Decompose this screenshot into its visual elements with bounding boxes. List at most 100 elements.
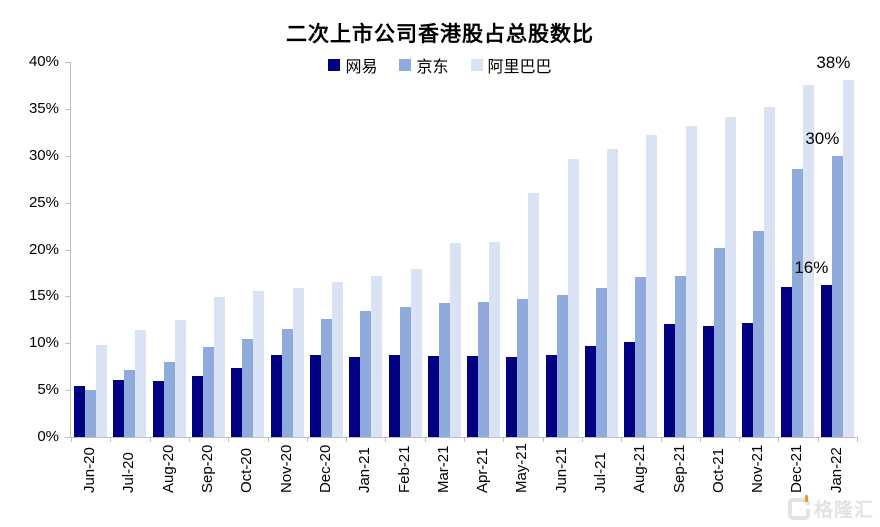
bar-group-Dec-21 — [778, 62, 817, 437]
x-axis-tick — [699, 437, 701, 442]
bar-网易-Jan-21 — [349, 357, 361, 437]
bar-京东-May-21 — [517, 299, 529, 437]
x-label-cell: Jul-21 — [581, 443, 620, 493]
x-axis-tick — [149, 437, 151, 442]
y-axis-label: 40% — [28, 53, 59, 70]
bar-group-Jul-20 — [110, 62, 149, 437]
x-label-cell: Mar-21 — [424, 443, 463, 494]
x-axis-label: Jul-21 — [592, 452, 609, 494]
bar-京东-Aug-21 — [635, 276, 647, 437]
legend-swatch-netease — [328, 59, 341, 71]
x-axis-label: Nov-20 — [277, 444, 295, 494]
data-label-阿里巴巴: 38% — [816, 52, 851, 72]
y-axis-label: 35% — [28, 99, 59, 117]
logo-accent — [804, 494, 808, 502]
watermark-text: 格隆汇 — [813, 500, 874, 521]
x-axis-label: Aug-20 — [159, 444, 177, 494]
x-label-cell: Oct-21 — [699, 443, 738, 493]
y-axis-tick — [65, 155, 71, 157]
data-label-京东: 30% — [805, 128, 840, 148]
x-axis-tick — [110, 437, 112, 442]
bar-group-Oct-21 — [700, 62, 739, 437]
y-axis-tick — [65, 108, 71, 110]
legend-label-jd: 京东 — [416, 59, 449, 76]
bar-阿里巴巴-Nov-20 — [292, 287, 304, 437]
x-label-cell: Feb-21 — [384, 443, 423, 494]
bar-京东-Mar-21 — [438, 302, 450, 437]
x-axis-label: Nov-21 — [749, 444, 767, 494]
x-axis-tick — [346, 437, 348, 442]
x-axis-label: Jun-21 — [552, 447, 570, 494]
y-axis-label: 30% — [28, 146, 59, 164]
bars-container — [71, 62, 857, 437]
x-axis-tick — [542, 437, 544, 442]
bar-group-Sep-20 — [189, 62, 228, 437]
bar-阿里巴巴-Jan-22 — [842, 79, 854, 437]
x-axis-tick — [778, 437, 780, 442]
bar-阿里巴巴-Oct-20 — [253, 290, 265, 437]
bar-网易-Jun-21 — [545, 355, 557, 437]
bar-group-Oct-20 — [228, 62, 267, 437]
bar-京东-Sep-20 — [203, 347, 215, 437]
x-axis-label: Jun-20 — [81, 447, 99, 494]
bar-阿里巴巴-Jul-20 — [135, 330, 147, 437]
y-axis-label: 15% — [28, 287, 59, 305]
bar-group-Sep-21 — [660, 62, 699, 437]
legend-item-netease: 网易 — [328, 53, 377, 77]
bar-阿里巴巴-May-21 — [528, 193, 540, 437]
bar-京东-Jul-20 — [124, 369, 136, 437]
x-axis-tick — [581, 437, 583, 442]
bar-group-Apr-21 — [464, 62, 503, 437]
y-axis-tick — [65, 390, 71, 392]
bar-京东-Jul-21 — [596, 287, 607, 437]
bar-group-Nov-21 — [739, 62, 778, 437]
chart-title: 二次上市公司香港股占总股数比 — [286, 23, 594, 46]
bar-网易-Feb-21 — [388, 355, 400, 437]
x-axis-label: Dec-21 — [788, 444, 806, 494]
bar-京东-Aug-20 — [163, 362, 175, 437]
bar-网易-Dec-21 — [781, 287, 793, 437]
bar-group-Jan-22 — [818, 62, 857, 437]
x-axis-label: Oct-21 — [709, 448, 727, 494]
x-axis-tick — [71, 437, 72, 442]
x-axis-tick — [306, 437, 308, 442]
x-axis-tick — [228, 437, 230, 442]
y-axis-label: 0% — [37, 428, 59, 445]
bar-京东-Jun-21 — [556, 294, 568, 437]
bar-group-Mar-21 — [425, 62, 464, 437]
bar-阿里巴巴-Dec-21 — [803, 85, 815, 437]
x-axis-label: Oct-20 — [238, 448, 256, 494]
bar-网易-Jun-20 — [74, 386, 86, 437]
y-axis-tick — [65, 249, 71, 251]
legend-swatch-jd — [399, 59, 412, 71]
x-label-cell: Sep-20 — [188, 443, 227, 493]
x-label-cell: May-21 — [502, 443, 541, 493]
bar-阿里巴巴-Aug-21 — [646, 135, 658, 437]
bar-网易-Oct-20 — [231, 367, 243, 437]
x-axis-tick — [739, 437, 741, 442]
bar-阿里巴巴-Sep-20 — [214, 297, 226, 437]
bar-阿里巴巴-Sep-21 — [685, 125, 697, 437]
bar-网易-Jan-22 — [820, 285, 832, 437]
x-label-cell: Sep-21 — [659, 443, 698, 493]
y-axis-label: 10% — [28, 334, 59, 352]
x-label-cell: Dec-21 — [777, 443, 816, 493]
bar-网易-Mar-21 — [427, 356, 439, 437]
legend-item-jd: 京东 — [399, 53, 449, 77]
y-axis-tick — [65, 296, 71, 298]
bar-group-Nov-20 — [267, 62, 306, 437]
y-axis-tick — [65, 437, 71, 438]
bar-京东-Oct-21 — [713, 247, 725, 437]
bar-group-Jun-21 — [543, 62, 582, 437]
bar-阿里巴巴-Nov-21 — [764, 107, 776, 437]
bar-阿里巴巴-Jun-21 — [567, 158, 579, 437]
legend: 网易 京东 阿里巴巴 — [0, 53, 880, 77]
x-label-cell: Oct-20 — [227, 443, 266, 493]
x-axis-label: Apr-21 — [474, 448, 492, 494]
bar-网易-Jul-21 — [585, 346, 596, 437]
bar-网易-Oct-21 — [702, 326, 714, 437]
x-axis-tick — [857, 437, 858, 442]
x-label-cell: Jan-21 — [345, 443, 384, 493]
x-axis-label: Jan-22 — [827, 447, 845, 494]
x-axis-tick — [267, 437, 269, 442]
